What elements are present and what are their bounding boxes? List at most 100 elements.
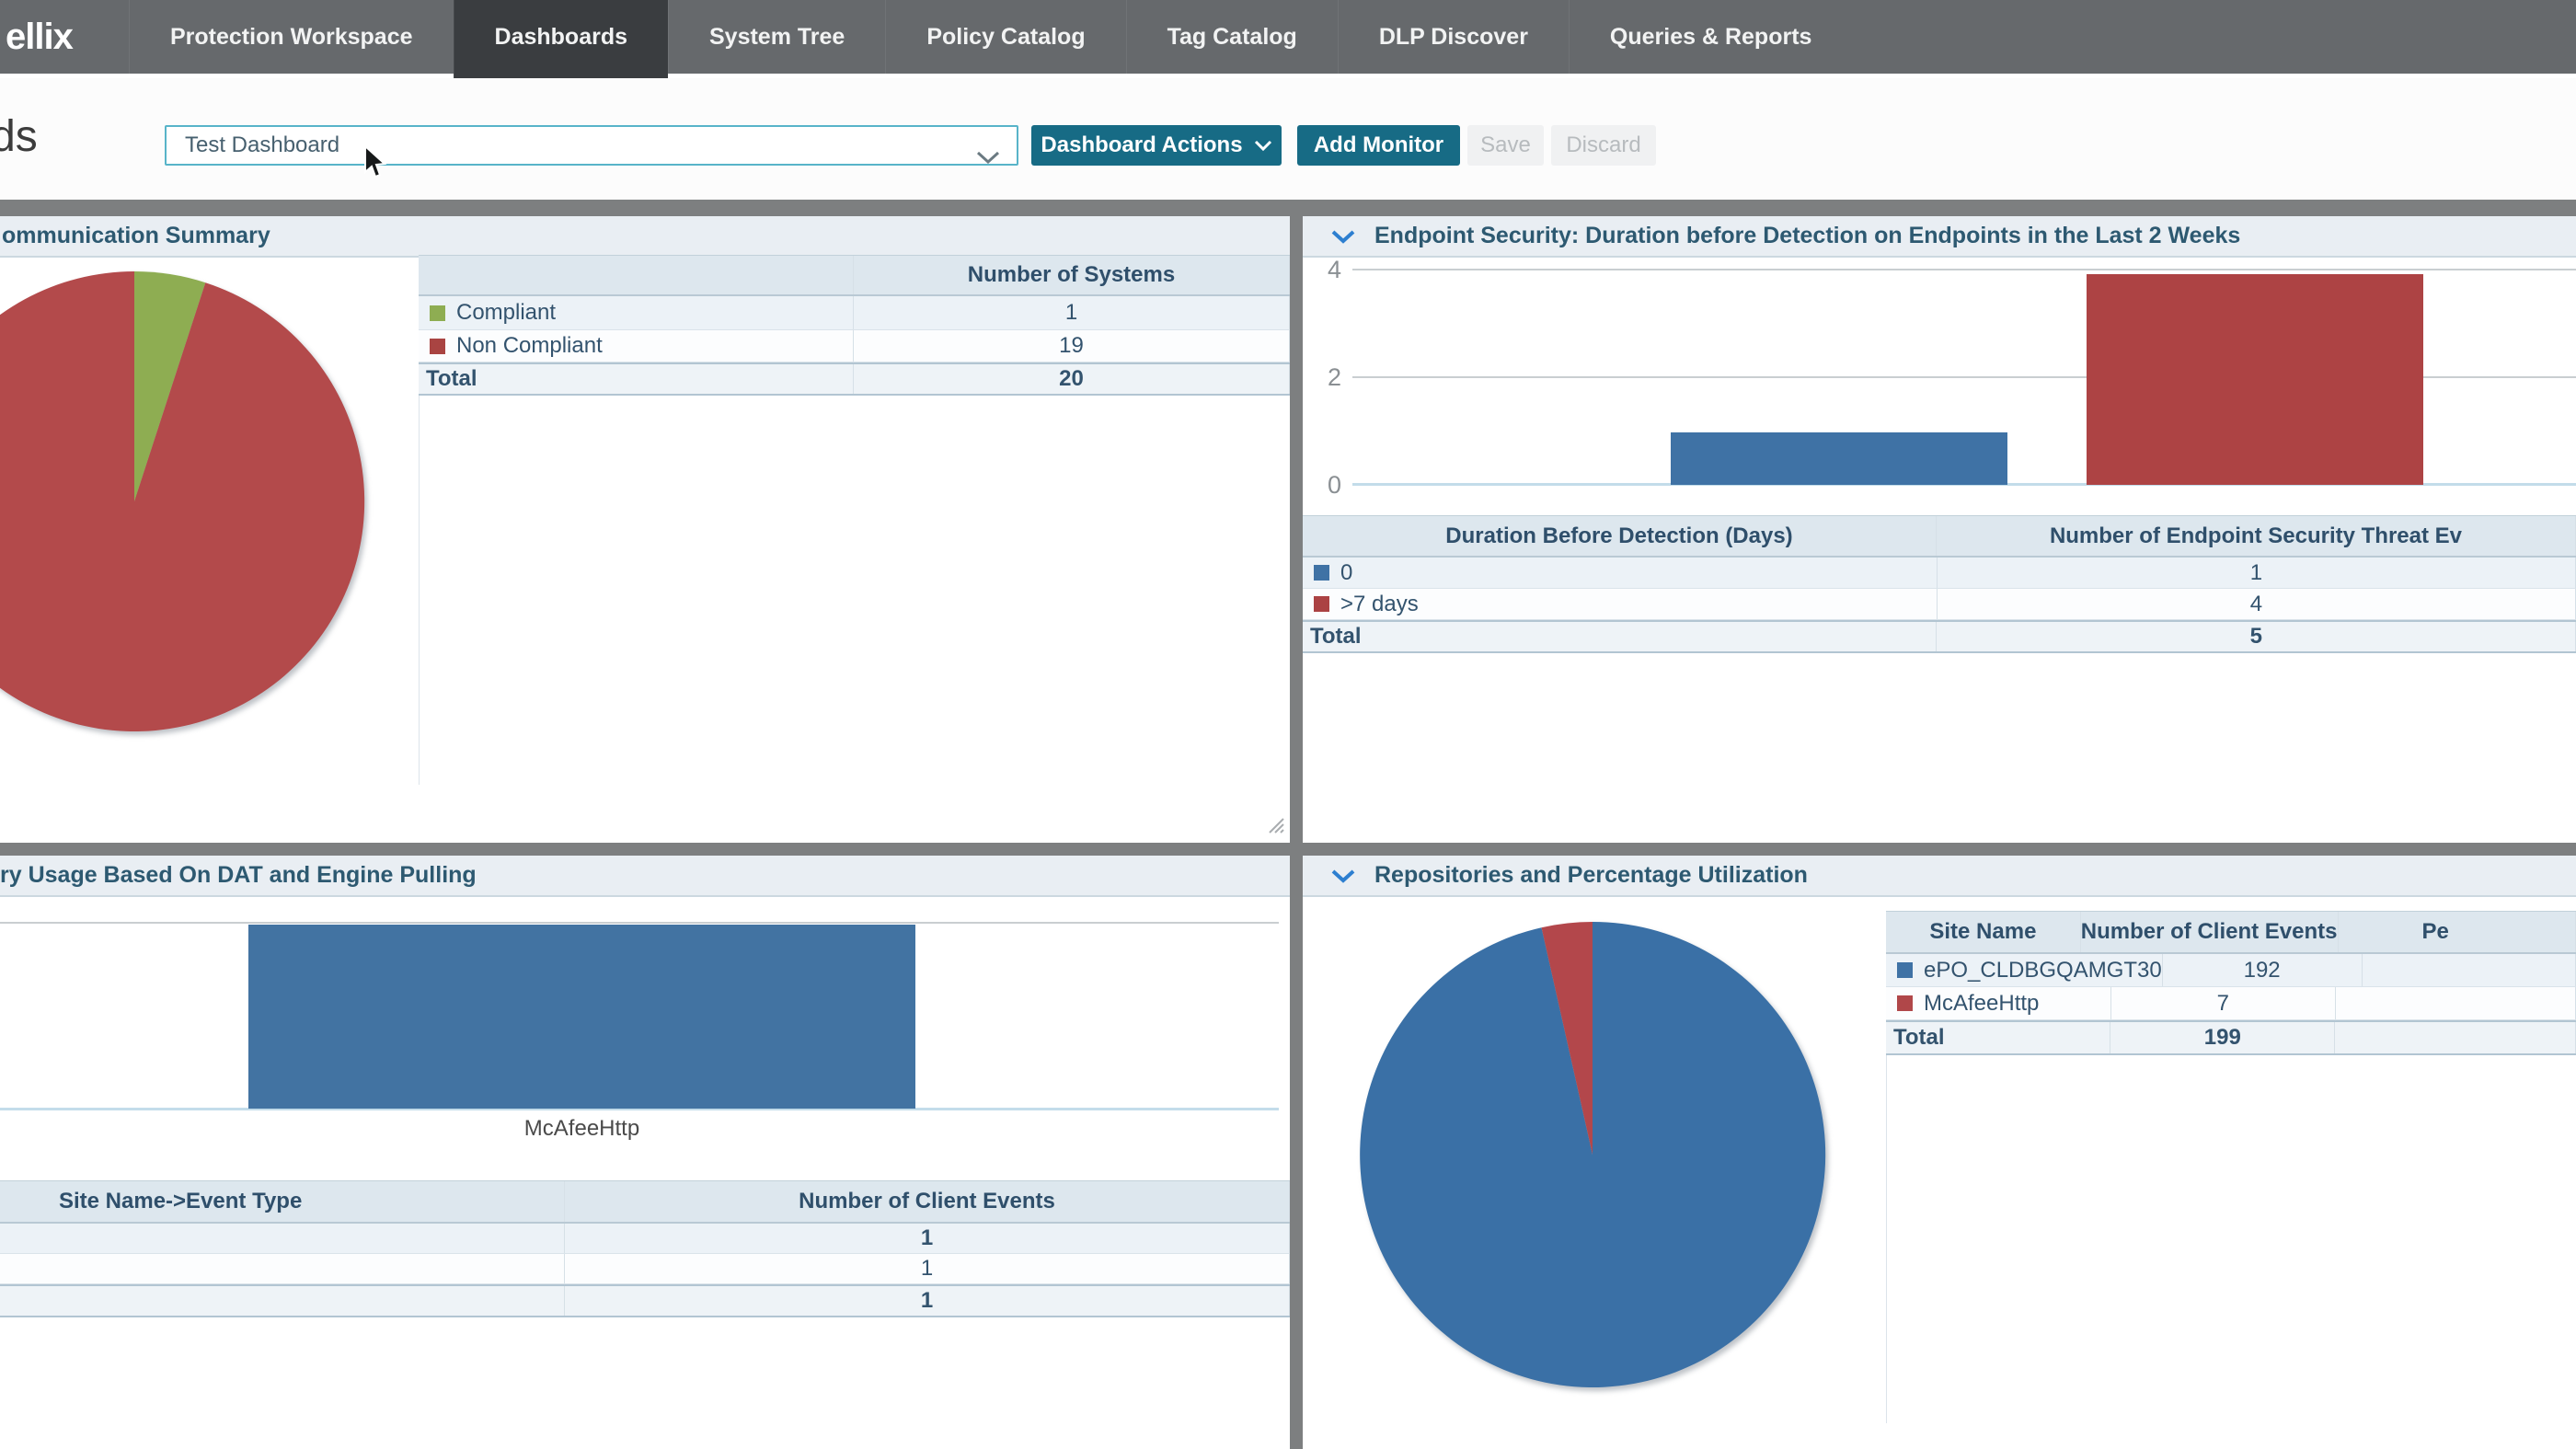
legend-swatch [1314, 565, 1329, 581]
row-label-cell: Compliant [419, 296, 854, 329]
gridline [0, 922, 1279, 924]
table-header-row: Duration Before Detection (Days) Number o… [1303, 515, 2576, 558]
bar--7-days[interactable] [2087, 274, 2423, 485]
x-axis-baseline [0, 1108, 1279, 1110]
table-row: Total 20 [419, 362, 1290, 396]
legend-swatch [430, 305, 445, 321]
table-row: McAfeeHttp 7 [1886, 987, 2576, 1020]
nav-divider [0, 74, 2576, 78]
monitor-title: Endpoint Security: Duration before Detec… [1374, 223, 2241, 248]
gridline [1352, 269, 2576, 270]
row-value-cell [2363, 954, 2576, 986]
row-value-cell [2336, 987, 2576, 1019]
monitor-title: ommunication Summary [2, 223, 270, 248]
table-row: Non Compliant 19 [419, 330, 1290, 362]
column-header: Number of Systems [854, 256, 1290, 294]
row-value-cell: 1 [565, 1254, 1290, 1283]
chart-table-divider [1886, 911, 1887, 1423]
pie-slice[interactable] [1541, 922, 1593, 1155]
bar-0[interactable] [1671, 432, 2007, 485]
table-row: 1 [0, 1284, 1290, 1317]
nav-tab-policy-catalog[interactable]: Policy Catalog [885, 0, 1125, 74]
row-label-cell: Total [1303, 622, 1938, 651]
pie-slice[interactable] [0, 271, 365, 731]
table-row: 1 [0, 1254, 1290, 1284]
save-button[interactable]: Save [1467, 125, 1544, 166]
row-value-cell: 5 [1937, 622, 2576, 651]
legend-swatch [1897, 962, 1913, 978]
y-axis-label: 4 [1327, 256, 1341, 283]
column-header: Site Name->Event Type [0, 1181, 565, 1222]
dashboard-toolbar: boards Test Dashboard Dashboard Actions … [0, 78, 2576, 200]
nav-tab-tag-catalog[interactable]: Tag Catalog [1125, 0, 1338, 74]
row-value-cell: 19 [854, 330, 1290, 362]
dashboard-select[interactable]: Test Dashboard [165, 125, 1018, 166]
row-label-cell: Total [1886, 1022, 2111, 1053]
nav-tab-dlp-discover[interactable]: DLP Discover [1337, 0, 1569, 74]
column-header: Duration Before Detection (Days) [1303, 516, 1937, 556]
table-header-row: Site Name->Event Type Number of Client Ev… [0, 1180, 1290, 1224]
monitor-header: ry Usage Based On DAT and Engine Pulling [0, 856, 1290, 897]
repositories-table: Site Name Number of Client Events Pe ePO_CL… [1886, 911, 2576, 1055]
collapse-chevron-icon[interactable] [1330, 868, 1356, 889]
row-value-cell: 7 [2111, 987, 2336, 1019]
top-nav-bar: ellix Protection Workspace Dashboards Syst… [0, 0, 2576, 78]
column-header: Site Name [1886, 912, 2081, 952]
trellix-logo: ellix [6, 17, 74, 57]
discard-button[interactable]: Discard [1551, 125, 1656, 166]
row-label-cell: 0 [1303, 558, 1938, 588]
legend-swatch [430, 338, 445, 354]
row-label-cell: ePO_CLDBGQAMGT30 [1886, 954, 2163, 986]
monitor-endpoint-security-detection: Endpoint Security: Duration before Detec… [1303, 216, 2576, 843]
column-header: Number of Client Events [2081, 912, 2339, 952]
pie-slice[interactable] [1360, 921, 1826, 1387]
monitor-communication-summary: ommunication Summary Number of Systems Co… [0, 216, 1290, 843]
dashboard-select-value: Test Dashboard [185, 132, 340, 157]
add-monitor-label: Add Monitor [1313, 132, 1444, 157]
collapse-chevron-icon[interactable] [1330, 229, 1356, 249]
table-row: Total 199 [1886, 1020, 2576, 1055]
compliance-table: Number of Systems Compliant 1 Non Compliant… [419, 255, 1290, 396]
add-monitor-button[interactable]: Add Monitor [1297, 125, 1460, 166]
row-label-cell [0, 1224, 565, 1253]
legend-swatch [1314, 596, 1329, 612]
discard-label: Discard [1566, 132, 1641, 157]
row-value-cell: 4 [1938, 589, 2576, 619]
nav-tab-protection-workspace[interactable]: Protection Workspace [129, 0, 454, 74]
pie-slice[interactable] [134, 270, 206, 501]
repository-usage-table: Site Name->Event Type Number of Client Ev… [0, 1180, 1290, 1317]
row-value-cell: 20 [854, 364, 1290, 394]
monitor-repository-usage: ry Usage Based On DAT and Engine Pulling… [0, 856, 1290, 1449]
row-value-cell: 199 [2110, 1022, 2336, 1053]
y-axis-label: 0 [1327, 471, 1341, 499]
nav-tab-dashboards[interactable]: Dashboards [453, 0, 668, 78]
chevron-down-icon [976, 140, 1000, 177]
legend-swatch [1897, 995, 1913, 1011]
dashboard-actions-button[interactable]: Dashboard Actions [1031, 125, 1282, 166]
row-value-cell: 1 [1938, 558, 2576, 588]
chevron-down-icon [1254, 140, 1271, 151]
repositories-pie-chart [1360, 921, 1826, 1387]
resize-grip[interactable] [1264, 813, 1284, 838]
nav-tab-system-tree[interactable]: System Tree [668, 0, 885, 74]
dashboard-actions-label: Dashboard Actions [1041, 132, 1243, 157]
gridline [1352, 376, 2576, 378]
table-row: Total 5 [1303, 620, 2576, 653]
monitor-header: Endpoint Security: Duration before Detec… [1303, 216, 2576, 258]
mouse-cursor-icon [362, 144, 390, 184]
table-row: >7 days 4 [1303, 589, 2576, 620]
row-label-cell: McAfeeHttp [1886, 987, 2111, 1019]
page-title: boards [0, 112, 38, 161]
y-axis-label: 2 [1327, 363, 1341, 391]
nav-tabs: Protection Workspace Dashboards System Tre… [129, 0, 1853, 78]
row-label-cell: Total [419, 364, 854, 394]
row-label-cell [0, 1286, 565, 1316]
table-header-row: Number of Systems [419, 255, 1290, 296]
nav-tab-queries-reports[interactable]: Queries & Reports [1568, 0, 1853, 74]
column-header [419, 256, 854, 294]
row-value-cell: 192 [2163, 954, 2363, 986]
bar-McAfeeHttp[interactable] [248, 925, 915, 1109]
monitor-title: Repositories and Percentage Utilization [1374, 862, 1808, 888]
monitor-header: Repositories and Percentage Utilization [1303, 856, 2576, 897]
